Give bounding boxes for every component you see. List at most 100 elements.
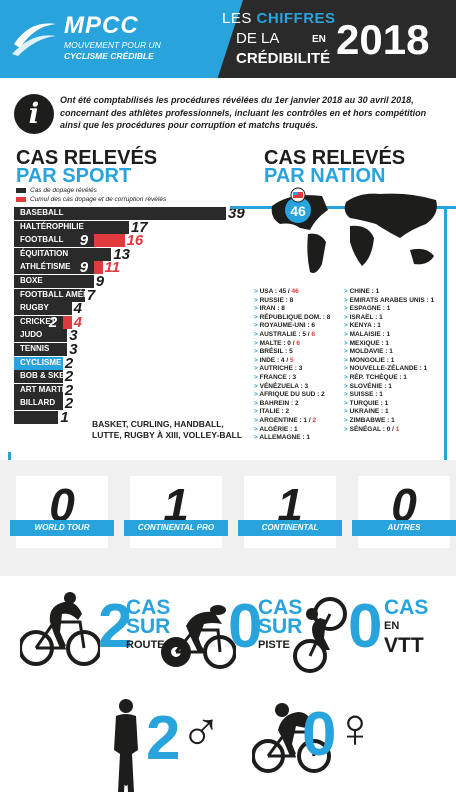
nation-item: > ESPAGNE : 1 [344, 305, 391, 313]
sport-bar-label: ART MARTIAL [20, 384, 75, 394]
sport-bar-value: 2 [64, 381, 74, 399]
brand-name: MPCC [64, 12, 139, 39]
chevron-right-icon: > [254, 339, 260, 347]
sport-bar [14, 397, 63, 411]
sport-bar-row: 1 [14, 409, 88, 426]
nation-item: > AUTRICHE : 3 [254, 365, 303, 373]
mpcc-logo-icon [12, 23, 56, 56]
sport-bar [14, 220, 129, 234]
sport-bar-value: 2 [64, 368, 74, 386]
nation-item: > RÉPUBLIQUE DOM. : 8 [254, 313, 331, 321]
nation-item: > FRANCE : 3 [254, 373, 297, 381]
nation-item: > INDE : 4 / 5 [254, 356, 294, 364]
chevron-right-icon: > [254, 434, 260, 442]
sport-bar-row: JUDO 3 [14, 327, 97, 345]
sport-bar-label: HALTÉROPHILIE [20, 221, 84, 231]
sport-bar [14, 370, 63, 384]
nation-item: > ARGENTINE : 1 / 2 [254, 416, 317, 424]
sport-bar-label: BOXE [20, 276, 43, 285]
chevron-right-icon: > [344, 313, 350, 321]
nation-item: > USA : 45 / 46 [254, 288, 299, 295]
nation-item: > MOLDAVIE : 1 [344, 348, 393, 356]
chevron-right-icon: > [344, 305, 350, 313]
nation-item: > MALTE : 0 / 6 [254, 339, 300, 347]
sport-bar [14, 275, 94, 288]
nation-item: > NOUVELLE-ZÉLANDE : 1 [344, 365, 428, 373]
sport-title-1: CAS RELEVÉS [16, 147, 158, 169]
legend-dark: Cas de dopage révélés [16, 187, 97, 194]
sport-bar-value: 2 [48, 313, 58, 331]
chevron-right-icon: > [254, 365, 260, 373]
nation-item: > MEXIQUE : 1 [344, 339, 389, 347]
sport-bar-value: 7 [86, 286, 96, 304]
female-count: 0 [302, 700, 337, 769]
sport-bar-label: ÉQUITATION [20, 248, 69, 258]
chevron-right-icon: > [344, 382, 350, 390]
nation-item: > AFRIQUE DU SUD : 2 [254, 391, 325, 399]
chevron-right-icon: > [254, 373, 260, 381]
header-year: 2018 [336, 16, 430, 63]
sport-bar-value: 9 [79, 232, 89, 250]
sport-bar-label: CYCLISME [20, 357, 62, 367]
sport-bar-row: FOOTBALL AMÉRICAIN 7 [14, 286, 115, 304]
usa-count: 46 [290, 203, 306, 219]
chevron-right-icon: > [254, 348, 260, 356]
chevron-right-icon: > [344, 330, 350, 338]
nation-item: > RUSSIE : 8 [254, 296, 294, 304]
chevron-right-icon: > [254, 425, 260, 433]
nation-item: > UKRAINE : 1 [344, 408, 389, 416]
legend-red-swatch [16, 196, 26, 202]
chevron-right-icon: > [344, 296, 350, 304]
category-card [244, 476, 336, 548]
nation-item: > CHINE : 1 [344, 288, 380, 295]
legend-dark-swatch [16, 187, 26, 193]
brand-tagline-2: CYCLISME CRÉDIBLE [64, 51, 154, 61]
nation-item: > KENYA : 1 [344, 322, 381, 330]
sport-bar [14, 343, 68, 356]
sport-bar-label: JUDO [20, 330, 43, 340]
chevron-right-icon: > [344, 322, 350, 330]
others-sports: BASKET, CURLING, HANDBALL, LUTTE, RUGBY À… [92, 419, 243, 440]
sport-bar-row: BOXE 9 [14, 273, 124, 290]
chevron-right-icon: > [344, 339, 350, 347]
sport-bar [14, 288, 85, 302]
road-count: 2 [98, 592, 133, 661]
female-symbol-icon: ♀ [334, 696, 376, 759]
sport-bar-value: 3 [69, 327, 78, 345]
sport-title-2: PAR SPORT [16, 165, 132, 187]
sport-bar-label: FOOTBALL [20, 235, 64, 245]
sport-bar-row: RUGBY 4 [14, 300, 102, 318]
header-title-line3: CRÉDIBILITÉ [236, 50, 331, 67]
male-cyclist-icon [114, 699, 138, 792]
legend-red: Cumul des cas dopage et de corruption ré… [16, 196, 166, 203]
sport-bar-value: 4 [73, 300, 82, 318]
sport-bar-cumul-value: 16 [126, 232, 144, 250]
sport-bar-label: RUGBY [20, 303, 49, 313]
sport-bar-label: BILLARD [20, 398, 56, 408]
track-cyclist-icon [161, 605, 236, 669]
category-card [16, 476, 108, 548]
chevron-right-icon: > [254, 305, 260, 313]
nation-item: > MALAISIE : 1 [344, 330, 391, 338]
nation-item: > IRAN : 8 [254, 305, 285, 313]
nation-item: > BRÉSIL : 5 [254, 348, 293, 356]
nation-item: > ALGÉRIE : 1 [254, 425, 298, 433]
sport-bar-cumul-value: 4 [73, 313, 82, 331]
nation-connector-top [230, 206, 456, 209]
chevron-right-icon: > [344, 356, 350, 364]
sport-bar-cumul [89, 234, 125, 248]
nation-item: > VÉNÉZUELA : 3 [254, 382, 309, 390]
sport-bar [14, 247, 112, 261]
track-label: CAS SUR PISTE [258, 596, 303, 651]
sport-bar-row: BOB & SKELETON 2 [14, 368, 93, 386]
nation-item: > MONGOLIE : 1 [344, 356, 395, 364]
sport-bar-row: HALTÉROPHILIE 17 [14, 219, 159, 236]
male-count: 2 [146, 704, 181, 773]
info-icon: i [14, 94, 54, 134]
sport-bar [14, 234, 94, 248]
road-label: CAS SUR ROUTE [126, 596, 171, 651]
header-title-line2: DE LA [236, 30, 280, 47]
sport-bar-value: 3 [69, 341, 78, 358]
sport-bar-label: ATHLÉTISME [20, 262, 71, 272]
sport-bar [14, 302, 72, 316]
